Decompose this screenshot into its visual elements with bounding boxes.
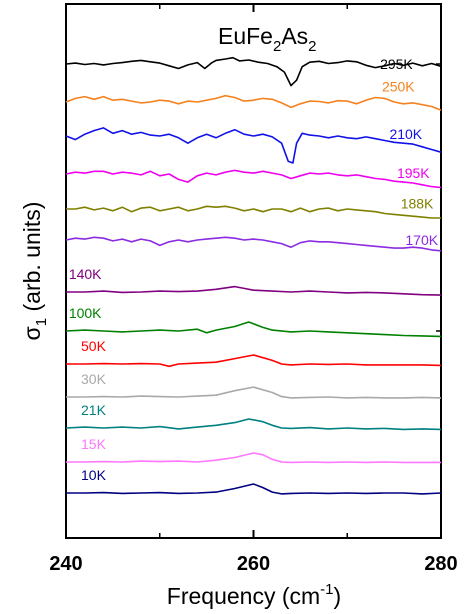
series-label-30K: 30K [81, 371, 107, 387]
series-line-250K [65, 94, 442, 111]
series-line-50K [66, 354, 442, 368]
series-line-15K [66, 452, 441, 464]
series-label-210K: 210K [389, 126, 422, 142]
series-label-195K: 195K [397, 165, 430, 181]
series-label-21K: 21K [81, 402, 107, 418]
series-label-250K: 250K [382, 79, 415, 95]
series-labels: 295K 250K 210K 195K 188K 170K 140K 100K 50K 30K 21… [69, 56, 439, 483]
series-line-210K [65, 127, 442, 164]
x-axis-label: Frequency (cm-1) [167, 581, 341, 609]
series-label-295K: 295K [380, 56, 413, 72]
series-line-195K [65, 169, 442, 189]
series-label-100K: 100K [69, 305, 102, 321]
series-label-170K: 170K [405, 232, 438, 248]
series-line-30K [66, 386, 442, 399]
x-tick-label: 280 [424, 553, 457, 575]
series-line-10K [66, 483, 442, 495]
x-tick-label: 260 [237, 553, 270, 575]
series-line-170K [65, 236, 442, 252]
chart-title: EuFe2As2 [218, 23, 317, 55]
series-line-295K [65, 56, 442, 87]
axis-ticks: 240 260 280 [49, 4, 458, 575]
y-axis-label: σ1 (arb. units) [19, 202, 50, 341]
x-tick-label: 240 [49, 553, 82, 575]
series-label-50K: 50K [81, 338, 107, 354]
series-line-100K [65, 321, 442, 338]
series-layer [65, 56, 442, 495]
series-label-188K: 188K [401, 195, 434, 211]
series-label-10K: 10K [81, 467, 107, 483]
series-line-140K [66, 285, 442, 296]
series-label-15K: 15K [81, 436, 107, 452]
series-label-140K: 140K [69, 266, 102, 282]
series-line-21K [65, 418, 442, 431]
series-line-188K [66, 205, 441, 219]
